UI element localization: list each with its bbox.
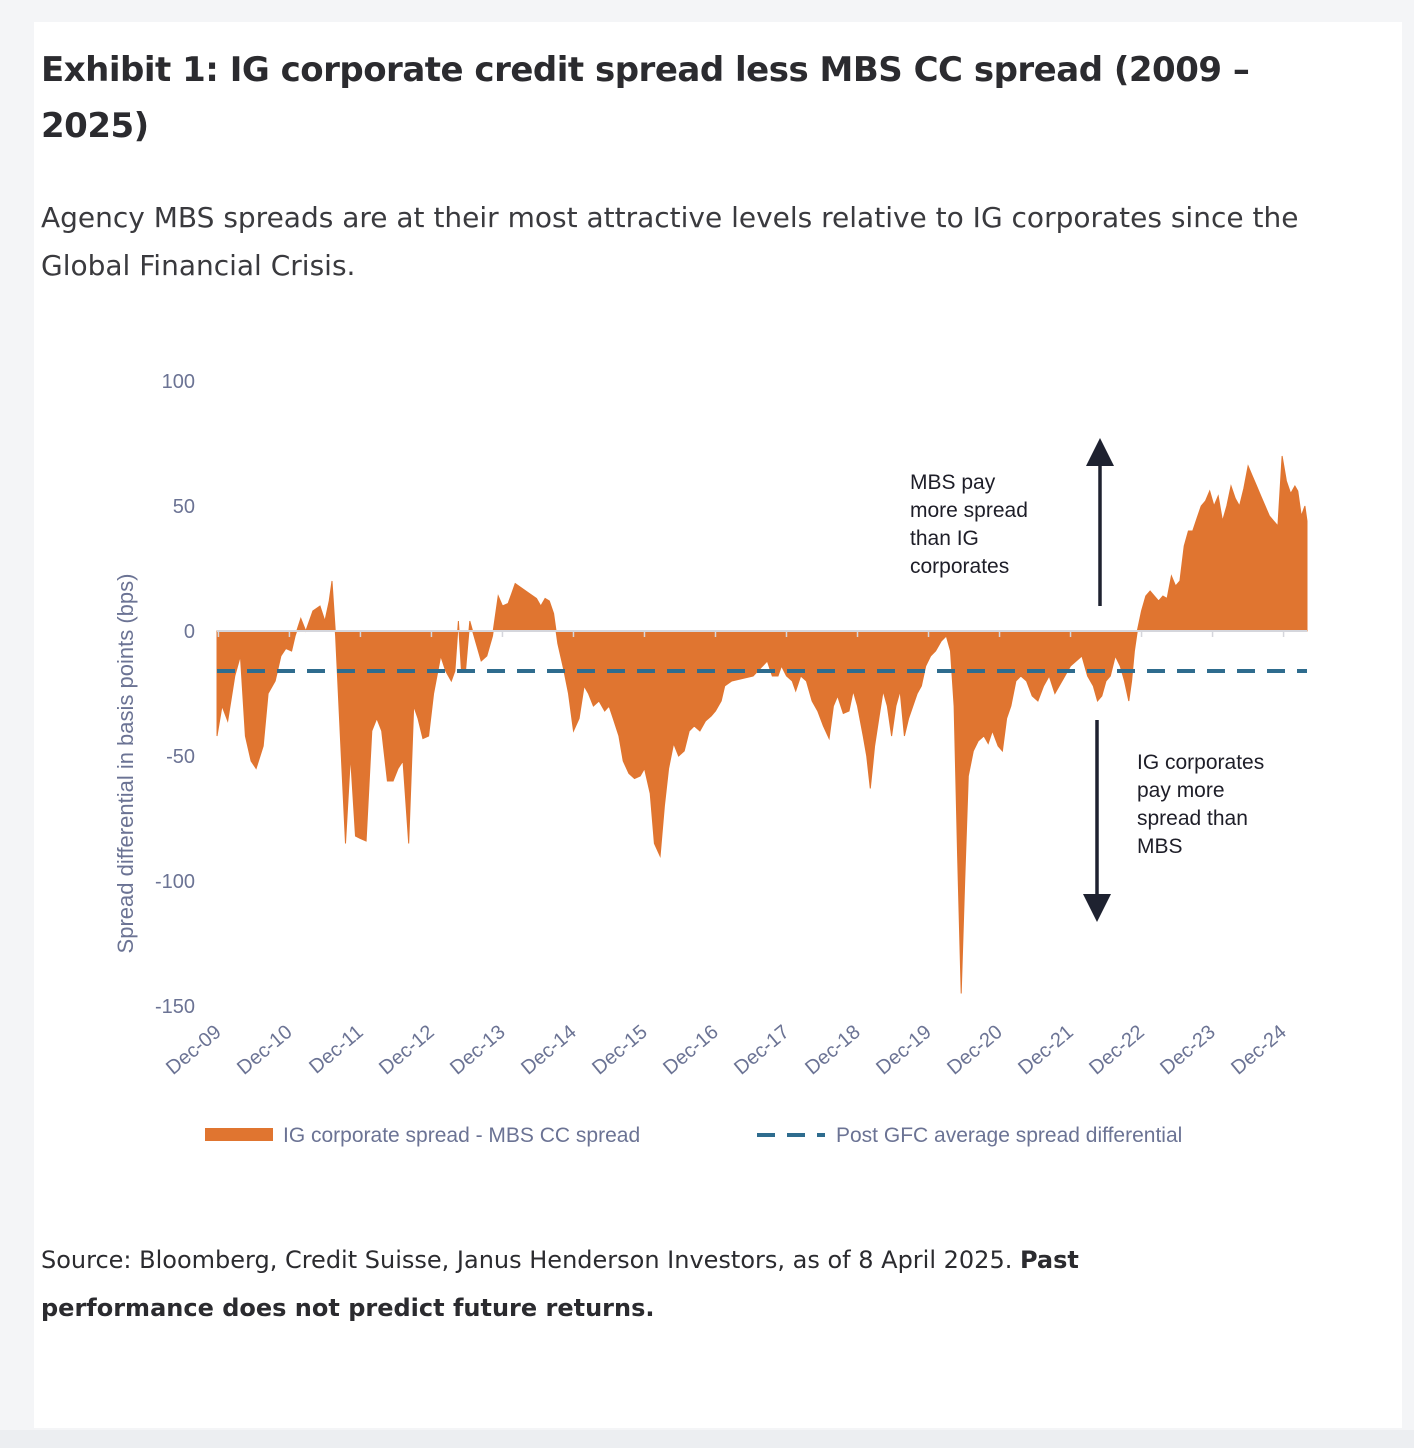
source-text: Source: Bloomberg, Credit Suisse, Janus … [41,1246,1020,1274]
y-tick-label: 100 [162,371,195,393]
plot-area [216,455,1308,994]
y-tick-label: 0 [184,621,195,643]
legend-label-dashed: Post GFC average spread differential [836,1124,1182,1147]
x-tick-label: Dec-15 [588,1021,652,1079]
x-tick-label: Dec-19 [872,1021,936,1079]
exhibit-subtitle: Agency MBS spreads are at their most att… [41,201,1299,282]
y-tick-label: -150 [155,996,195,1018]
x-tick-label: Dec-16 [659,1021,723,1079]
annotations: MBS pay more spread than IG corporates IG co… [910,438,1264,922]
annotation-mbs-pay-more: MBS pay more spread than IG corporates [910,471,1028,578]
x-tick-label: Dec-24 [1227,1021,1291,1079]
exhibit-title: Exhibit 1: IG corporate credit spread le… [41,50,1250,146]
series-area-ig-minus-mbs [216,455,1308,994]
y-axis-ticks: 100 50 0 -50 -100 -150 [155,371,195,1018]
x-tick-label: Dec-10 [233,1021,297,1079]
spread-chart: 100 50 0 -50 -100 -150 Spread differential in… [113,371,1308,1147]
y-tick-label: -100 [155,871,195,893]
x-tick-label: Dec-17 [730,1021,794,1079]
y-tick-label: -50 [166,746,195,768]
legend-label-area: IG corporate spread - MBS CC spread [283,1124,640,1147]
annotation-ig-pay-more: IG corporates pay more spread than MBS [1137,751,1264,858]
x-tick-label: Dec-11 [305,1021,367,1078]
x-tick-label: Dec-09 [162,1021,226,1079]
legend: IG corporate spread - MBS CC spread Post… [205,1124,1182,1147]
y-axis-label: Spread differential in basis points (bps… [113,574,138,954]
x-tick-label: Dec-23 [1156,1021,1220,1079]
x-tick-label: Dec-18 [801,1021,865,1079]
x-axis-ticks: Dec-09 Dec-10 Dec-11 Dec-12 Dec-13 Dec-14 Dec-… [162,1021,1291,1079]
legend-swatch-area [205,1128,273,1141]
x-tick-label: Dec-14 [517,1021,581,1079]
x-tick-label: Dec-12 [375,1021,439,1079]
disclaimer-bold: Past performance does not predict future… [41,1246,1079,1322]
x-tick-label: Dec-21 [1014,1021,1078,1079]
page-bottom-strip [0,1430,1414,1448]
y-tick-label: 50 [173,496,195,518]
x-tick-label: Dec-22 [1085,1021,1149,1079]
x-tick-label: Dec-13 [446,1021,510,1079]
x-tick-label: Dec-20 [943,1021,1007,1079]
source-note: Source: Bloomberg, Credit Suisse, Janus … [41,1236,1241,1332]
